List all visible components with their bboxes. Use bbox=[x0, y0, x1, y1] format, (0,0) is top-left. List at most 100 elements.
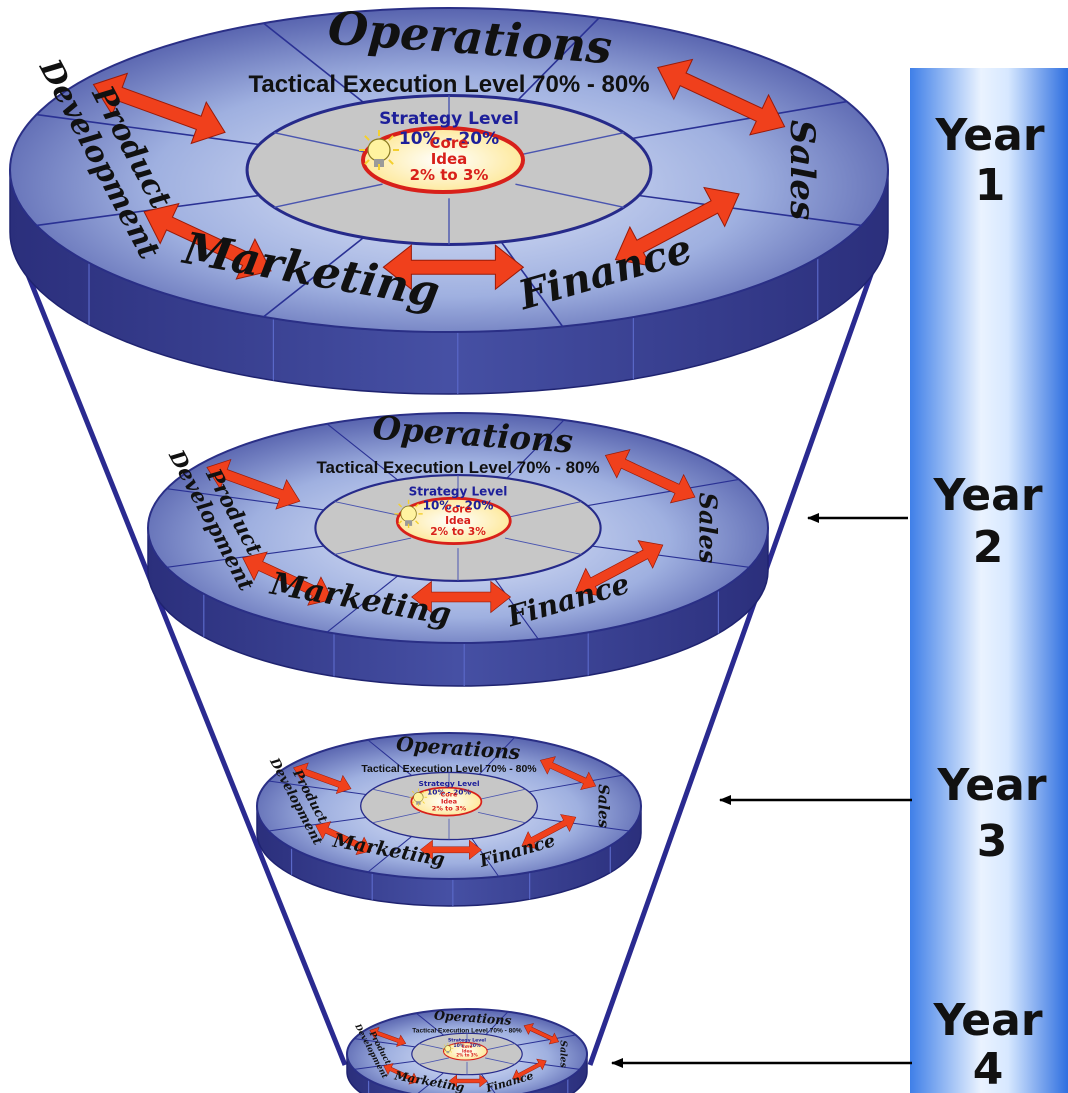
operations-label: Operations bbox=[434, 1007, 512, 1027]
ring-divider bbox=[500, 241, 564, 327]
strategy-pct-label: 10% - 20% bbox=[423, 499, 494, 513]
core-pct-label: 2% to 3% bbox=[456, 1053, 478, 1058]
ring-divider bbox=[587, 478, 740, 507]
year-4-word: Year bbox=[932, 995, 1042, 1046]
core-idea-ring bbox=[442, 1041, 488, 1061]
year-3-word: Year bbox=[936, 760, 1046, 811]
strategy-divider bbox=[477, 811, 526, 824]
year-labels: Year 1 Year 2 Year 3 Year 4 bbox=[932, 110, 1046, 1093]
funnel-lines bbox=[9, 234, 888, 1066]
double-arrow-icon bbox=[614, 186, 740, 267]
tactical-label: Tactical Execution Level 70% - 80% bbox=[316, 458, 599, 477]
ring-divider bbox=[485, 1011, 509, 1035]
strategy-level-label: Strategy Level bbox=[418, 779, 479, 788]
strategy-divider bbox=[372, 811, 421, 824]
core-pct-label: 2% to 3% bbox=[410, 166, 489, 184]
sales-label: Sales bbox=[557, 1040, 568, 1068]
strategy-divider bbox=[334, 537, 412, 555]
ring-divider bbox=[531, 816, 630, 832]
year-4-number: 4 bbox=[973, 1044, 1004, 1093]
strategy-level-label: Strategy Level bbox=[448, 1037, 486, 1043]
strategy-divider bbox=[273, 183, 383, 208]
double-arrow-icon bbox=[293, 762, 352, 794]
ring-divider bbox=[631, 100, 848, 140]
year-1-number: 1 bbox=[975, 160, 1006, 211]
ring-divider bbox=[166, 545, 325, 568]
strategy-divider bbox=[504, 501, 582, 519]
lightbulb-icon bbox=[442, 1043, 454, 1054]
core-label: Core bbox=[441, 790, 459, 798]
year-arrows bbox=[611, 513, 912, 1068]
year-1-word: Year bbox=[934, 110, 1044, 161]
strategy-pct-label: 10% - 20% bbox=[399, 129, 499, 149]
core-idea-ring bbox=[361, 126, 525, 194]
double-arrow-icon bbox=[448, 1074, 488, 1088]
ring-divider bbox=[417, 1072, 444, 1093]
strategy-pct-label: 10% - 20% bbox=[453, 1043, 481, 1049]
tactical-label: Tactical Execution Level 70% - 80% bbox=[248, 71, 649, 98]
year-3-number: 3 bbox=[977, 816, 1008, 867]
ring-divider bbox=[415, 1012, 444, 1036]
idea-label: Idea bbox=[431, 150, 468, 168]
ring-divider bbox=[480, 1073, 496, 1093]
ring-divider bbox=[471, 838, 500, 877]
ring-divider bbox=[36, 113, 260, 146]
double-arrow-icon bbox=[143, 202, 272, 280]
tactical-label: Tactical Execution Level 70% - 80% bbox=[412, 1028, 522, 1035]
core-label: Core bbox=[444, 503, 471, 515]
ring-divider bbox=[494, 578, 539, 640]
timeline-bar bbox=[910, 68, 1068, 1093]
ring-divider bbox=[528, 774, 624, 793]
double-arrow-icon bbox=[411, 580, 512, 614]
strategy-divider bbox=[485, 1057, 515, 1065]
double-arrow-icon bbox=[521, 814, 577, 850]
ring-divider bbox=[591, 545, 750, 568]
strategy-divider bbox=[504, 537, 582, 555]
double-arrow-icon bbox=[512, 1058, 547, 1081]
ring-divider bbox=[268, 816, 367, 832]
idea-label: Idea bbox=[445, 515, 471, 527]
lightbulb-icon bbox=[409, 788, 428, 806]
lightbulb-icon bbox=[359, 130, 399, 170]
tactical-label: Tactical Execution Level 70% - 80% bbox=[361, 764, 537, 775]
ring-divider bbox=[516, 1034, 576, 1046]
strategy-pct-label: 10% - 20% bbox=[427, 788, 471, 797]
year-2-number: 2 bbox=[973, 522, 1004, 573]
ring-divider bbox=[638, 194, 862, 227]
ring-divider bbox=[166, 488, 325, 511]
core-pct-label: 2% to 3% bbox=[430, 526, 486, 538]
core-idea-ring bbox=[410, 786, 483, 817]
idea-label: Idea bbox=[462, 1048, 472, 1053]
double-arrow-icon bbox=[604, 449, 696, 504]
double-arrow-icon bbox=[383, 1063, 419, 1085]
ring-divider bbox=[478, 737, 516, 775]
core-pct-label: 2% to 3% bbox=[432, 804, 467, 812]
ring-divider bbox=[326, 575, 399, 633]
strategy-level-label: Strategy Level bbox=[379, 109, 519, 129]
strategy-divider bbox=[515, 132, 625, 157]
funnel-line-left bbox=[9, 234, 348, 1066]
ring-divider bbox=[262, 22, 365, 104]
ring-divider bbox=[506, 419, 565, 479]
ring-divider bbox=[354, 1038, 416, 1048]
ring-divider bbox=[367, 739, 412, 776]
strategy-divider bbox=[477, 788, 526, 801]
strategy-divider bbox=[515, 183, 625, 208]
ring-divider bbox=[268, 780, 367, 796]
strategy-divider bbox=[419, 1057, 449, 1065]
double-arrow-icon bbox=[315, 821, 372, 855]
funnel-line-right bbox=[587, 234, 888, 1066]
strategy-divider bbox=[485, 1043, 515, 1051]
double-arrow-icon bbox=[382, 244, 525, 291]
double-arrow-icon bbox=[369, 1026, 407, 1047]
year-2-word: Year bbox=[932, 470, 1042, 521]
core-idea-ring bbox=[395, 496, 512, 545]
idea-label: Idea bbox=[441, 797, 457, 805]
double-arrow-icon bbox=[206, 458, 301, 510]
double-arrow-icon bbox=[92, 72, 226, 145]
